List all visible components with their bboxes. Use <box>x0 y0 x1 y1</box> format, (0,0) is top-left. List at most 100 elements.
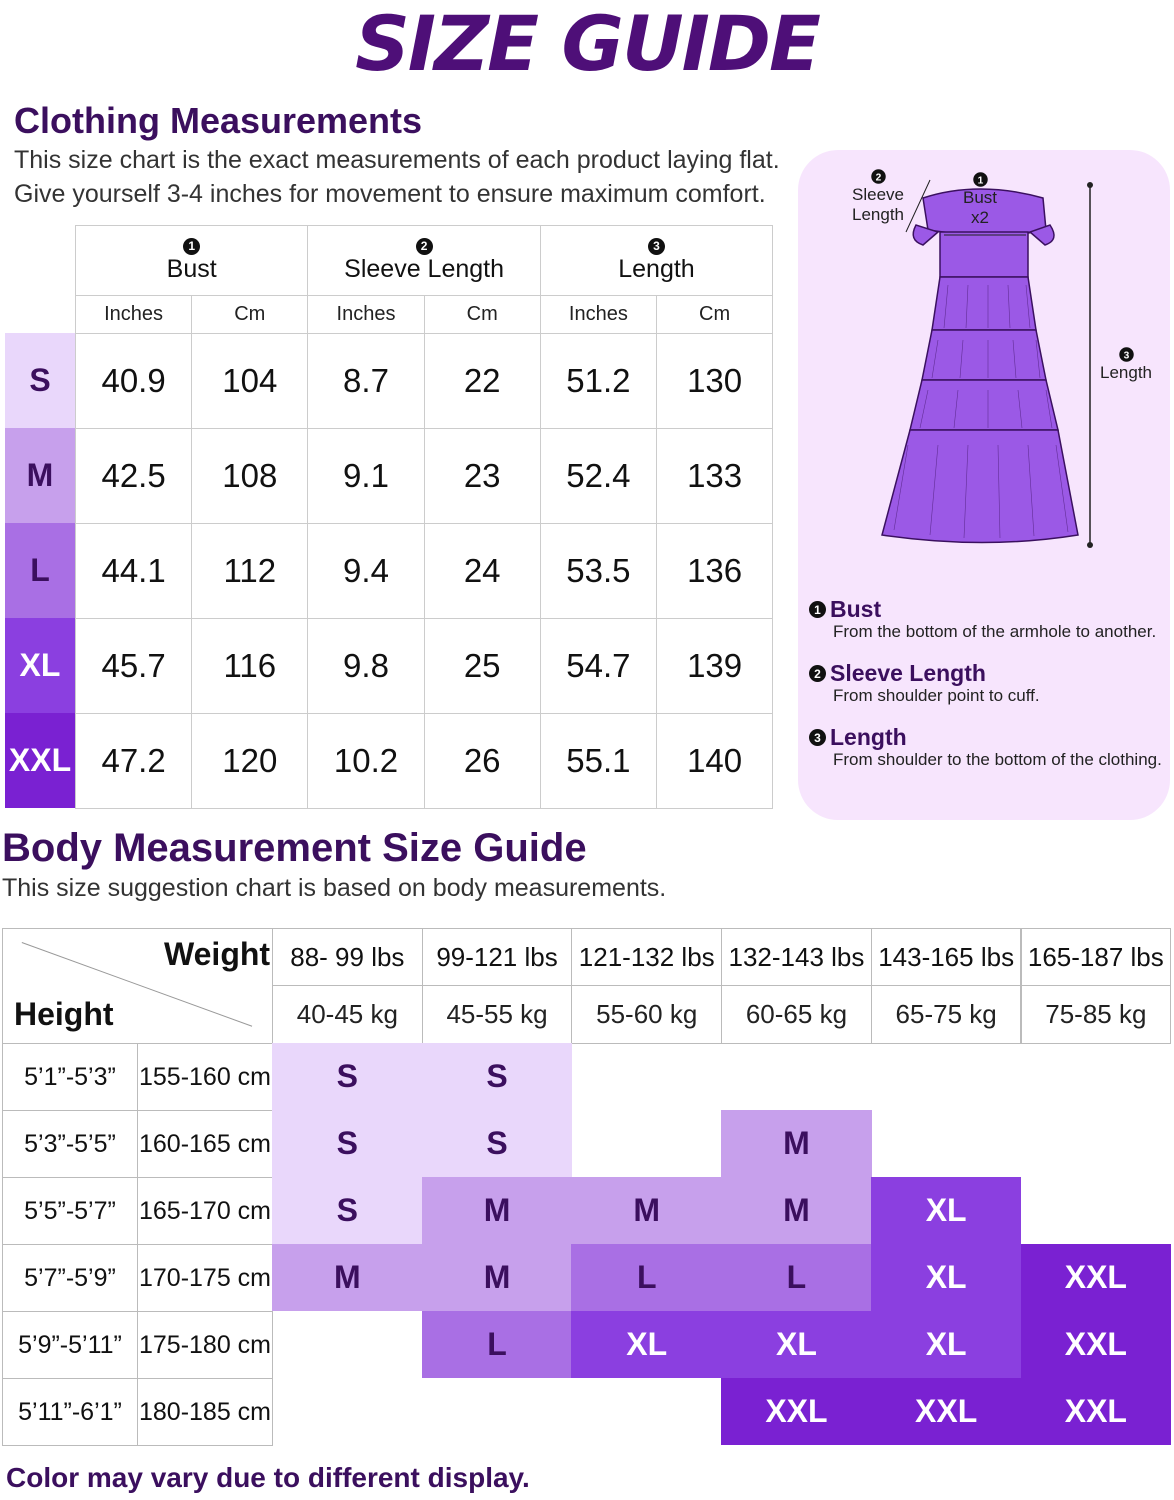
size-cell: XXL <box>1020 1311 1172 1378</box>
height-cm: 155-160 cm <box>137 1043 273 1111</box>
size-cell: XXL <box>721 1378 872 1445</box>
diagram-label: 3 Length <box>1076 346 1174 383</box>
weight-kg: 60-65 kg <box>721 985 872 1044</box>
measurement: 133 <box>656 428 774 524</box>
measurement: 120 <box>191 713 309 809</box>
measurement: 55.1 <box>539 713 657 809</box>
number-badge: 3 <box>647 237 665 255</box>
measurement: 44.1 <box>75 523 193 619</box>
measurement: 140 <box>656 713 774 809</box>
size-cell: XXL <box>1020 1244 1172 1311</box>
size-label: XL <box>5 618 75 713</box>
column-name: Sleeve Length <box>344 254 505 283</box>
column-header: 1 Bust <box>75 225 309 296</box>
weight-lbs: 99-121 lbs <box>421 928 573 986</box>
description: This size suggestion chart is based on b… <box>2 874 667 902</box>
size-label: L <box>5 523 75 618</box>
measurement: 25 <box>423 618 541 714</box>
description: This size chart is the exact measurement… <box>14 146 780 174</box>
measurement: 54.7 <box>539 618 657 714</box>
label-text: x2 <box>971 208 989 227</box>
size-cell: XXL <box>870 1378 1022 1445</box>
diagram-label: 2 Sleeve Length <box>828 168 928 225</box>
measurement: 42.5 <box>75 428 193 524</box>
size-cell: S <box>272 1043 423 1110</box>
label-text: Bust <box>962 188 998 207</box>
weight-kg: 65-75 kg <box>870 985 1022 1044</box>
size-cell: S <box>272 1110 423 1177</box>
size-label: M <box>5 428 75 523</box>
measurement: 52.4 <box>539 428 657 524</box>
label-text: Sleeve <box>852 185 904 204</box>
title: SIZE GUIDE <box>355 0 821 88</box>
measurement: 10.2 <box>307 713 425 809</box>
size-cell: XL <box>721 1311 872 1378</box>
measurement: 24 <box>423 523 541 619</box>
height-ft: 5’1”-5’3” <box>2 1043 138 1111</box>
size-cell: XL <box>571 1311 723 1378</box>
description: Give yourself 3-4 inches for movement to… <box>14 180 766 208</box>
height-ft: 5’5”-5’7” <box>2 1177 138 1245</box>
diagram-panel <box>798 150 1170 820</box>
number-badge: 2 <box>870 169 886 184</box>
diagram-label: 1 Bust x2 <box>930 171 1030 228</box>
size-cell: S <box>272 1177 423 1244</box>
legend-name: Length <box>830 724 907 750</box>
label-text: Length <box>1100 363 1152 382</box>
column-header: 3 Length <box>539 225 774 296</box>
legend-description: From shoulder point to cuff. <box>833 686 1040 705</box>
legend-name: Bust <box>830 596 882 622</box>
size-cell: L <box>721 1244 872 1311</box>
section-heading: Clothing Measurements <box>14 100 423 141</box>
size-cell: S <box>421 1110 573 1177</box>
column-header: 2 Sleeve Length <box>307 225 541 296</box>
weight-lbs: 88- 99 lbs <box>272 928 423 986</box>
height-cm: 175-180 cm <box>137 1311 273 1379</box>
number-badge: 1 <box>972 172 988 187</box>
size-cell: M <box>571 1177 723 1244</box>
size-cell: M <box>721 1110 872 1177</box>
number-badge: 2 <box>809 665 826 682</box>
height-ft: 5’9”-5’11” <box>2 1311 138 1379</box>
size-cell: XXL <box>1020 1378 1172 1445</box>
weight-kg: 75-85 kg <box>1020 985 1172 1044</box>
size-cell: S <box>421 1043 573 1110</box>
measurement: 53.5 <box>539 523 657 619</box>
measurement: 116 <box>191 618 309 714</box>
measurement: 9.8 <box>307 618 425 714</box>
measurement: 136 <box>656 523 774 619</box>
unit-header: Inches <box>539 295 657 334</box>
height-cm: 170-175 cm <box>137 1244 273 1312</box>
number-badge: 3 <box>1118 347 1134 362</box>
size-cell: XL <box>870 1311 1022 1378</box>
size-cell: M <box>721 1177 872 1244</box>
height-cm: 160-165 cm <box>137 1110 273 1178</box>
unit-header: Inches <box>75 295 193 334</box>
legend-title: 1 Bust <box>809 596 881 623</box>
unit-header: Inches <box>307 295 425 334</box>
height-ft: 5’11”-6’1” <box>2 1378 138 1446</box>
number-badge: 3 <box>809 729 826 746</box>
height-cm: 180-185 cm <box>137 1378 273 1446</box>
size-label: S <box>5 333 75 428</box>
size-cell: L <box>421 1311 573 1378</box>
size-cell: XL <box>870 1177 1022 1244</box>
height-label: Height <box>14 996 114 1032</box>
measurement: 23 <box>423 428 541 524</box>
note: Color may vary due to different display. <box>6 1462 530 1493</box>
weight-kg: 55-60 kg <box>571 985 723 1044</box>
height-ft: 5’3”-5’5” <box>2 1110 138 1178</box>
weight-kg: 40-45 kg <box>272 985 423 1044</box>
size-cell: M <box>421 1177 573 1244</box>
corner-cell <box>2 928 273 1044</box>
legend-title: 3 Length <box>809 724 907 751</box>
height-cm: 165-170 cm <box>137 1177 273 1245</box>
weight-lbs: 121-132 lbs <box>571 928 723 986</box>
measurement: 22 <box>423 333 541 429</box>
weight-kg: 45-55 kg <box>421 985 573 1044</box>
legend-description: From shoulder to the bottom of the cloth… <box>833 750 1162 769</box>
number-badge: 1 <box>809 601 826 618</box>
unit-header: Cm <box>656 295 774 334</box>
number-badge: 1 <box>183 237 201 255</box>
